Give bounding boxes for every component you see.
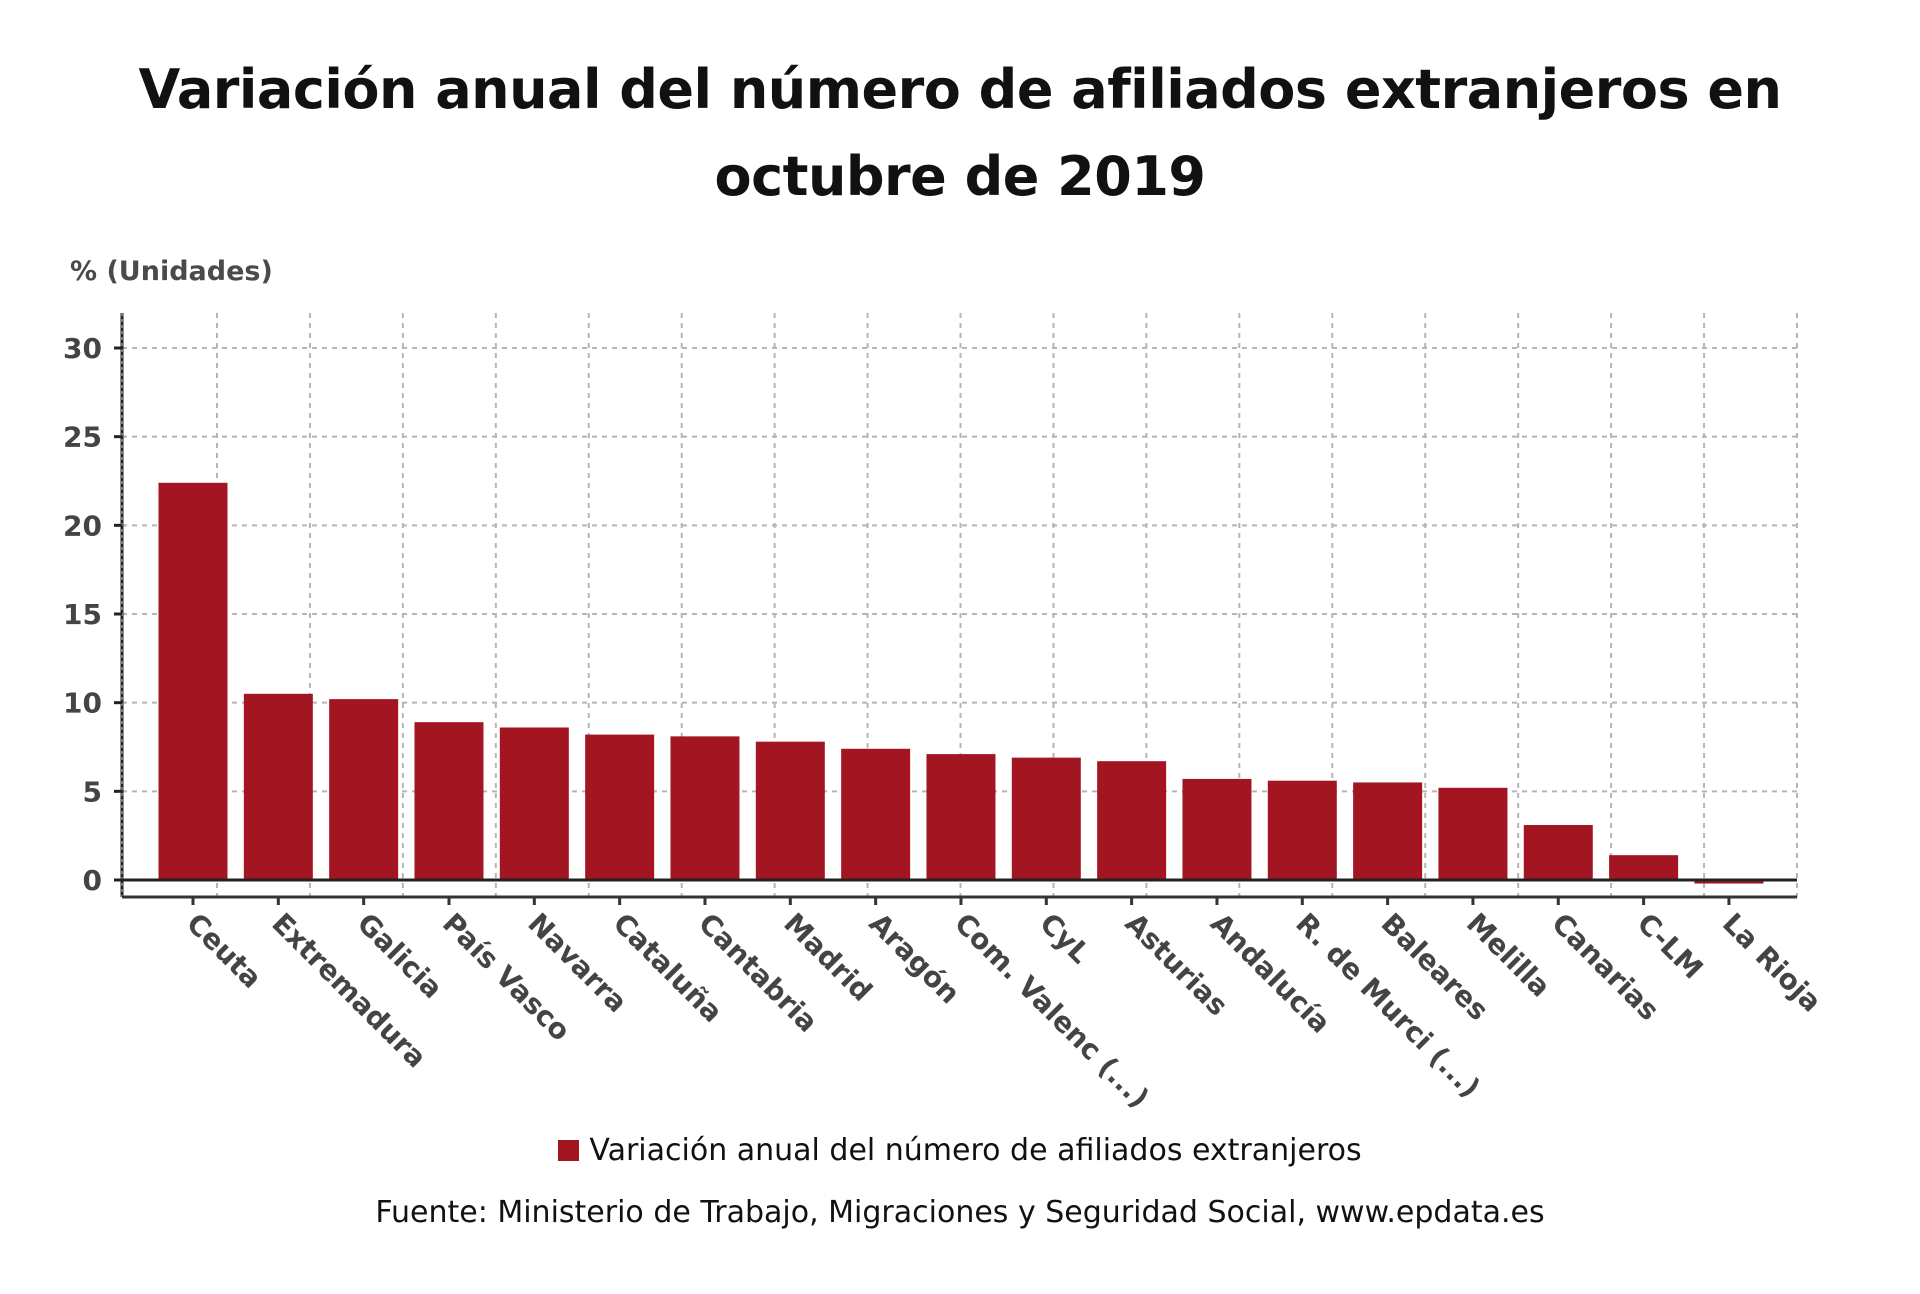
y-tick-label: 0 xyxy=(83,864,102,897)
bars xyxy=(158,482,1764,884)
y-tick-label: 30 xyxy=(63,332,102,365)
x-category-label: C-LM xyxy=(1631,907,1710,986)
y-tick-label: 5 xyxy=(83,775,102,808)
grid xyxy=(122,313,1798,897)
bar-arag-n xyxy=(841,748,911,880)
y-tick-label: 15 xyxy=(63,598,102,631)
y-axis-label: % (Unidades) xyxy=(70,256,273,287)
bar-canarias xyxy=(1523,825,1593,880)
bar-com-valenc- xyxy=(926,754,996,880)
y-tick-label: 10 xyxy=(63,687,102,720)
x-category-label: La Rioja xyxy=(1716,907,1828,1019)
x-category-label: CyL xyxy=(1033,907,1096,970)
chart-title-line-1: Variación anual del número de afiliados … xyxy=(138,58,1782,121)
bar-asturias xyxy=(1097,761,1167,880)
x-category-label: Extremadura xyxy=(265,907,433,1075)
bar-extremadura xyxy=(243,693,313,880)
bar-navarra xyxy=(499,727,569,880)
x-category-label: Ceuta xyxy=(180,907,268,995)
bar-cantabria xyxy=(670,736,740,880)
y-tick-label: 25 xyxy=(63,421,102,454)
legend-swatch xyxy=(558,1140,580,1161)
legend-label: Variación anual del número de afiliados … xyxy=(589,1133,1362,1168)
legend: Variación anual del número de afiliados … xyxy=(0,1133,1920,1168)
bar-pa-s-vasco xyxy=(414,722,484,880)
bar-c-lm xyxy=(1609,855,1679,880)
bar-r-de-murci- xyxy=(1267,780,1337,880)
x-category-label: Aragón xyxy=(863,907,967,1011)
bar-ceuta xyxy=(158,482,228,880)
y-ticks: 0 5 10 15 20 25 30 xyxy=(63,332,122,897)
bar-andaluc-a xyxy=(1182,778,1252,880)
bar-galicia xyxy=(329,699,399,880)
bar-catalu-a xyxy=(585,734,655,880)
bar-la-rioja xyxy=(1694,880,1764,884)
y-tick-label: 20 xyxy=(63,509,102,542)
bar-madrid xyxy=(755,741,825,880)
bar-melilla xyxy=(1438,787,1508,880)
chart-title-line-2: octubre de 2019 xyxy=(714,145,1206,208)
axes xyxy=(120,313,1797,905)
source-note: Fuente: Ministerio de Trabajo, Migracion… xyxy=(375,1195,1545,1230)
bar-baleares xyxy=(1353,782,1423,880)
bar-cyl xyxy=(1011,757,1081,880)
